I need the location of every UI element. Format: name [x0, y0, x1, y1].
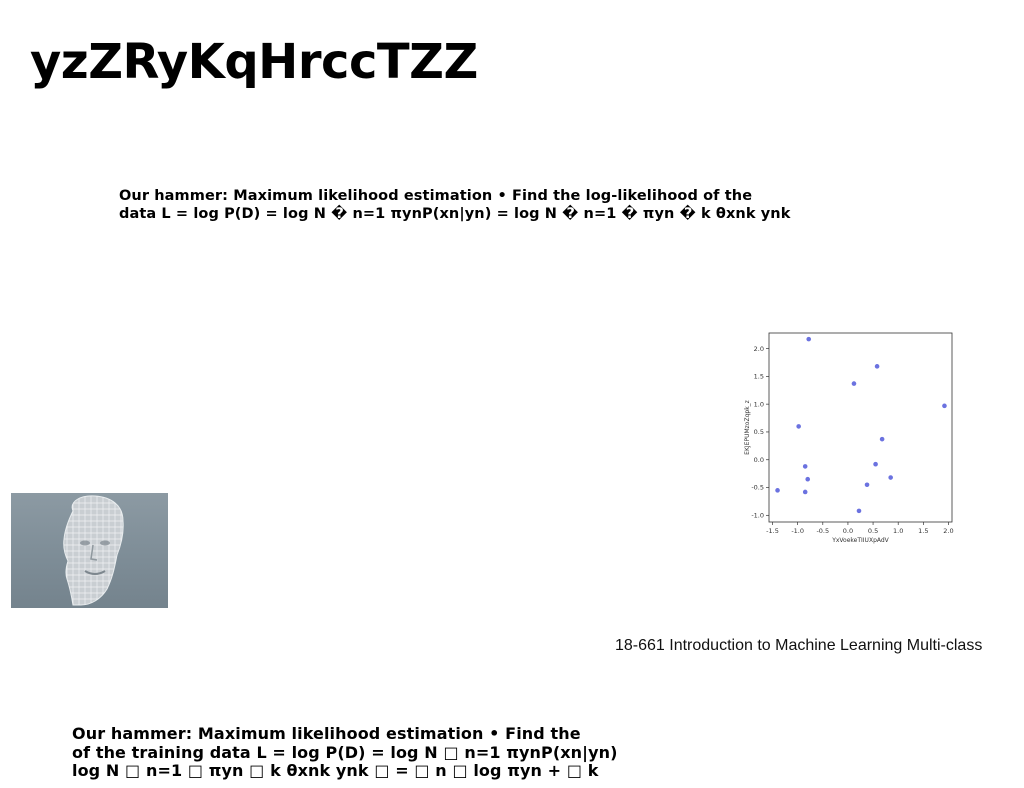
x-tick-label: -1.0: [791, 527, 804, 535]
text-block-lower: Our hammer: Maximum likelihood estimatio…: [72, 724, 618, 781]
x-axis-label: YxVoekeTIIUXpAdV: [831, 537, 889, 544]
data-point: [796, 424, 801, 429]
data-point: [888, 475, 893, 480]
y-tick-label: 0.0: [754, 456, 764, 464]
y-tick-label: 0.5: [754, 428, 764, 436]
data-point: [775, 488, 780, 493]
data-point: [879, 436, 885, 442]
x-tick-label: -1.5: [766, 527, 779, 535]
x-tick-label: 2.0: [943, 527, 953, 535]
x-tick-label: 0.5: [868, 527, 878, 535]
data-point: [864, 482, 870, 488]
data-point: [856, 508, 862, 514]
y-tick-label: -0.5: [751, 484, 764, 492]
text-line: log N □ n=1 □ πyn □ k θxnk ynk □ = □ n □…: [72, 761, 599, 780]
scatter-plot-svg: -1.5 -1.0 -0.5 0.0 0.5 1.0 1.5 2.0-1.0-0.50.00.…: [744, 332, 954, 544]
data-point: [806, 336, 812, 342]
text-line: Our hammer: Maximum likelihood estimatio…: [72, 724, 581, 743]
x-tick-label: 1.0: [893, 527, 903, 535]
data-point: [942, 403, 947, 409]
text-block-upper: Our hammer: Maximum likelihood estimatio…: [119, 187, 791, 223]
data-point: [873, 461, 878, 467]
text-line: Our hammer: Maximum likelihood estimatio…: [119, 188, 753, 204]
plot-frame: [768, 332, 953, 523]
head-wireframe-image: [11, 493, 168, 608]
slide-title: yzZRyKqHrccTZZ: [30, 34, 478, 90]
y-tick-label: 2.0: [754, 345, 764, 353]
text-line: data L = log P(D) = log N � n=1 πynP(xn|…: [119, 206, 791, 222]
data-point: [805, 476, 811, 482]
scatter-chart: -1.5 -1.0 -0.5 0.0 0.5 1.0 1.5 2.0 -1.0 -0.5 0.0 0.…: [738, 328, 964, 546]
text-line: of the training data L = log P(D) = log …: [72, 742, 618, 762]
data-point: [851, 381, 857, 386]
y-axis-label: EKJEPUMzoZqpk_z: [744, 400, 751, 455]
course-footer: 18-661 Introduction to Machine Learning …: [615, 637, 983, 654]
x-tick-label: 0.0: [843, 527, 853, 535]
data-point: [802, 489, 808, 495]
y-tick-label: -1.0: [751, 512, 764, 520]
head-wireframe-icon: [63, 495, 124, 606]
data-point: [874, 364, 880, 369]
y-tick-label: 1.5: [754, 373, 764, 381]
y-tick-label: 1.0: [754, 400, 764, 408]
data-point: [802, 464, 808, 469]
x-tick-label: 1.5: [918, 527, 928, 535]
x-tick-label: -0.5: [816, 527, 829, 535]
